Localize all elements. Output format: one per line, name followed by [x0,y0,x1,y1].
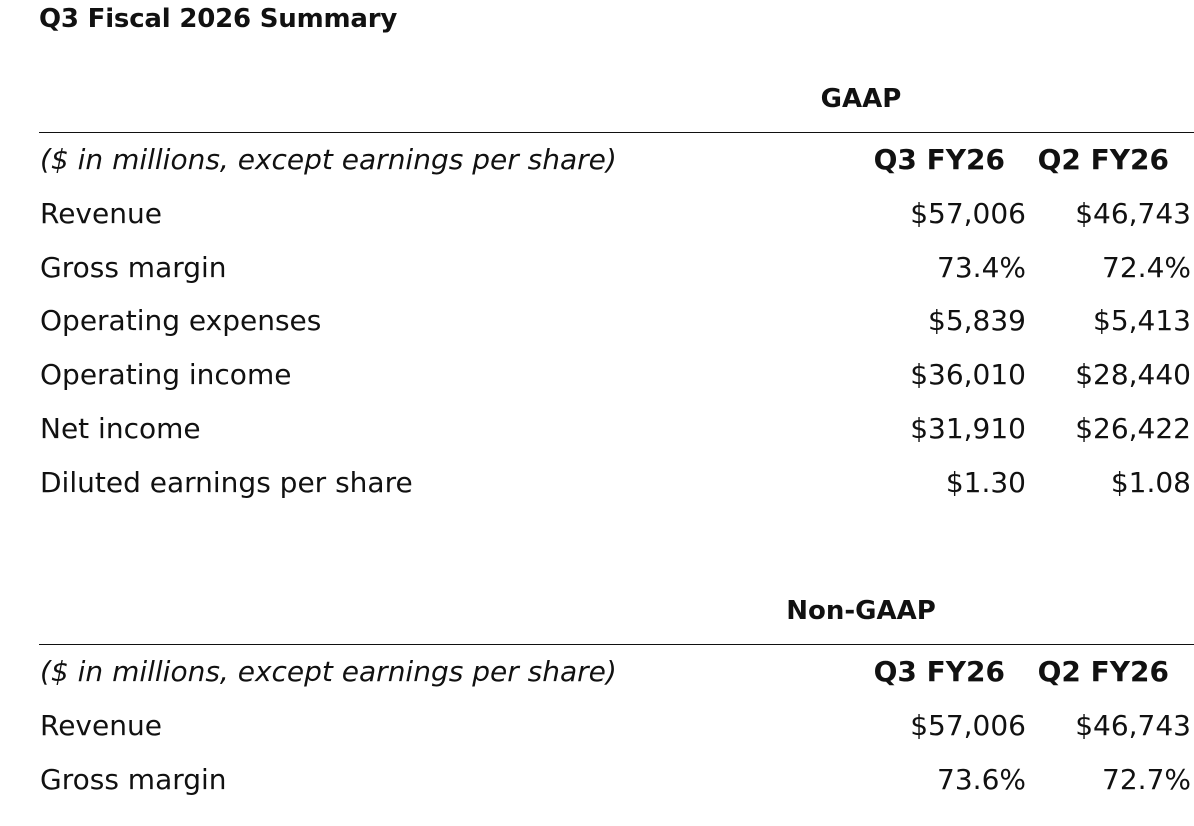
q2-value: 72.4% [1102,251,1191,284]
q2-value: $28,440 [1075,358,1191,391]
gaap-row-revenue: Revenue $57,006 $46,743 [39,187,1194,241]
row-label: Gross margin [40,763,227,796]
gaap-row-diluted-eps: Diluted earnings per share $1.30 $1.08 [39,456,1194,510]
q3-value: 73.6% [937,763,1026,796]
non-gaap-row-revenue: Revenue $57,006 $46,743 [39,699,1194,753]
gaap-column-q2-fy26: Q2 FY26 [1037,143,1169,176]
non-gaap-column-q3-fy26: Q3 FY26 [873,655,1005,688]
gaap-column-q3-fy26: Q3 FY26 [873,143,1005,176]
row-label: Gross margin [40,251,227,284]
gaap-table-heading: GAAP [39,78,1194,133]
non-gaap-row-gross-margin: Gross margin 73.6% 72.7% [39,753,1194,807]
q2-value: 72.7% [1102,763,1191,796]
row-label: Operating expenses [40,304,322,337]
non-gaap-heading-label: Non-GAAP [786,596,936,626]
non-gaap-header-row: ($ in millions, except earnings per shar… [39,645,1194,699]
row-label: Revenue [40,709,162,742]
gaap-row-operating-income: Operating income $36,010 $28,440 [39,348,1194,402]
q3-value: $1.30 [945,466,1026,499]
gaap-heading-label: GAAP [820,84,902,114]
gaap-units-label: ($ in millions, except earnings per shar… [40,143,617,176]
q3-value: $57,006 [910,709,1026,742]
q3-value: $57,006 [910,197,1026,230]
non-gaap-table-heading: Non-GAAP [39,590,1194,645]
q2-value: $46,743 [1075,197,1191,230]
gaap-header-row: ($ in millions, except earnings per shar… [39,133,1194,187]
q3-value: 73.4% [937,251,1026,284]
q2-value: $26,422 [1075,412,1191,445]
gaap-row-net-income: Net income $31,910 $26,422 [39,402,1194,456]
q3-value: $36,010 [910,358,1026,391]
page-title: Q3 Fiscal 2026 Summary [39,4,398,34]
q2-value: $1.08 [1110,466,1191,499]
gaap-row-operating-expenses: Operating expenses $5,839 $5,413 [39,294,1194,348]
q3-value: $31,910 [910,412,1026,445]
q2-value: $5,413 [1093,304,1191,337]
row-label: Diluted earnings per share [40,466,413,499]
q2-value: $46,743 [1075,709,1191,742]
q3-value: $5,839 [928,304,1026,337]
row-label: Operating income [40,358,292,391]
non-gaap-units-label: ($ in millions, except earnings per shar… [40,655,617,688]
row-label: Revenue [40,197,162,230]
non-gaap-column-q2-fy26: Q2 FY26 [1037,655,1169,688]
row-label: Net income [40,412,201,445]
gaap-row-gross-margin: Gross margin 73.4% 72.4% [39,241,1194,295]
